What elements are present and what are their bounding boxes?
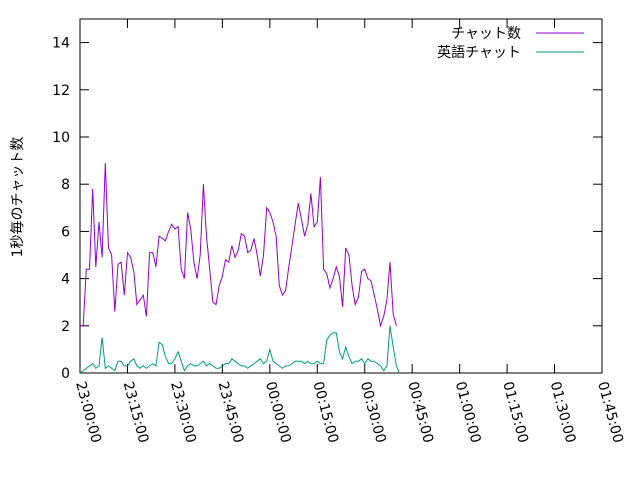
y-tick-label: 4 [61,272,70,288]
series-line-1 [79,325,400,374]
legend-label: 英語チャット [437,44,521,61]
x-tick-label: 23:45:00 [214,380,246,445]
legend-label: チャット数 [451,26,521,42]
x-tick-label: 00:00:00 [262,380,294,445]
series-layer [79,162,400,374]
plot-border [79,18,603,374]
y-tick-label: 0 [61,366,70,382]
x-tick-label: 23:30:00 [167,380,199,445]
y-axis: 0 2 4 6 8 10 12 14 [52,36,602,382]
x-tick-label: 01:15:00 [499,380,531,445]
series-line-0 [80,162,397,328]
x-tick-label: 00:30:00 [357,380,389,445]
x-tick-label: 23:15:00 [120,380,152,445]
y-tick-label: 8 [61,177,70,193]
y-tick-label: 10 [52,130,70,146]
y-tick-label: 12 [52,83,70,99]
plot-frame [79,18,603,374]
y-tick-label: 2 [61,319,70,335]
x-tick-label: 01:45:00 [594,380,626,445]
y-axis-label: 1秒毎のチャット数 [10,137,26,258]
x-tick-label: 01:30:00 [547,380,579,445]
x-tick-label: 01:00:00 [452,380,484,445]
x-axis: 23:00:00 23:15:00 23:30:00 23:45:00 00:00:00… [72,19,626,445]
x-tick-label: 00:15:00 [309,380,341,445]
y-tick-label: 14 [52,36,70,52]
y-tick-label: 6 [61,224,70,240]
x-tick-label: 23:00:00 [72,380,104,445]
x-tick-label: 00:45:00 [404,380,436,445]
